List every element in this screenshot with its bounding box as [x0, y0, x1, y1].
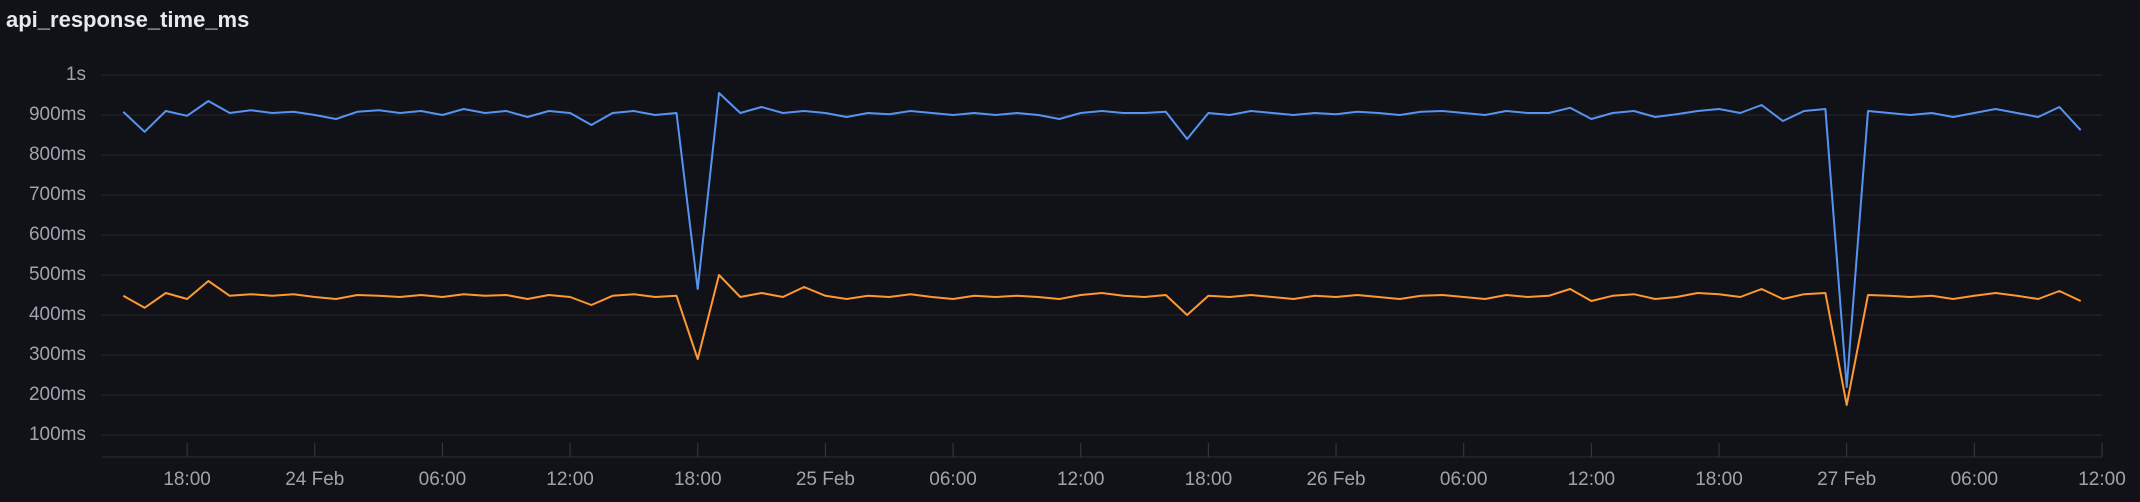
series-line: [122, 92, 2082, 388]
chart-title: api_response_time_ms: [6, 7, 249, 32]
x-tick-label: 27 Feb: [1817, 469, 1876, 490]
y-tick-label: 900ms: [29, 104, 86, 125]
series-line: [122, 274, 2082, 406]
x-tick-label: 12:00: [1568, 469, 1616, 490]
x-tick-label: 12:00: [546, 469, 594, 490]
x-tick-label: 12:00: [2078, 469, 2126, 490]
y-tick-label: 200ms: [29, 384, 86, 405]
x-tick-label: 06:00: [1440, 469, 1488, 490]
x-tick-label: 18:00: [163, 469, 211, 490]
y-tick-label: 800ms: [29, 144, 86, 165]
x-tick-label: 06:00: [419, 469, 467, 490]
y-tick-label: 600ms: [29, 224, 86, 245]
x-tick-label: 24 Feb: [285, 469, 344, 490]
y-tick-label: 300ms: [29, 344, 86, 365]
x-tick-label: 18:00: [1185, 469, 1233, 490]
x-tick-label: 18:00: [1695, 469, 1743, 490]
x-tick-label: 06:00: [1951, 469, 1999, 490]
x-tick-label: 26 Feb: [1306, 469, 1365, 490]
y-tick-label: 500ms: [29, 264, 86, 285]
x-tick-label: 12:00: [1057, 469, 1105, 490]
y-tick-label: 700ms: [29, 184, 86, 205]
x-tick-label: 18:00: [674, 469, 722, 490]
x-tick-label: 06:00: [929, 469, 977, 490]
y-tick-label: 1s: [66, 64, 86, 85]
y-tick-label: 100ms: [29, 424, 86, 445]
y-tick-label: 400ms: [29, 304, 86, 325]
x-tick-label: 25 Feb: [796, 469, 855, 490]
